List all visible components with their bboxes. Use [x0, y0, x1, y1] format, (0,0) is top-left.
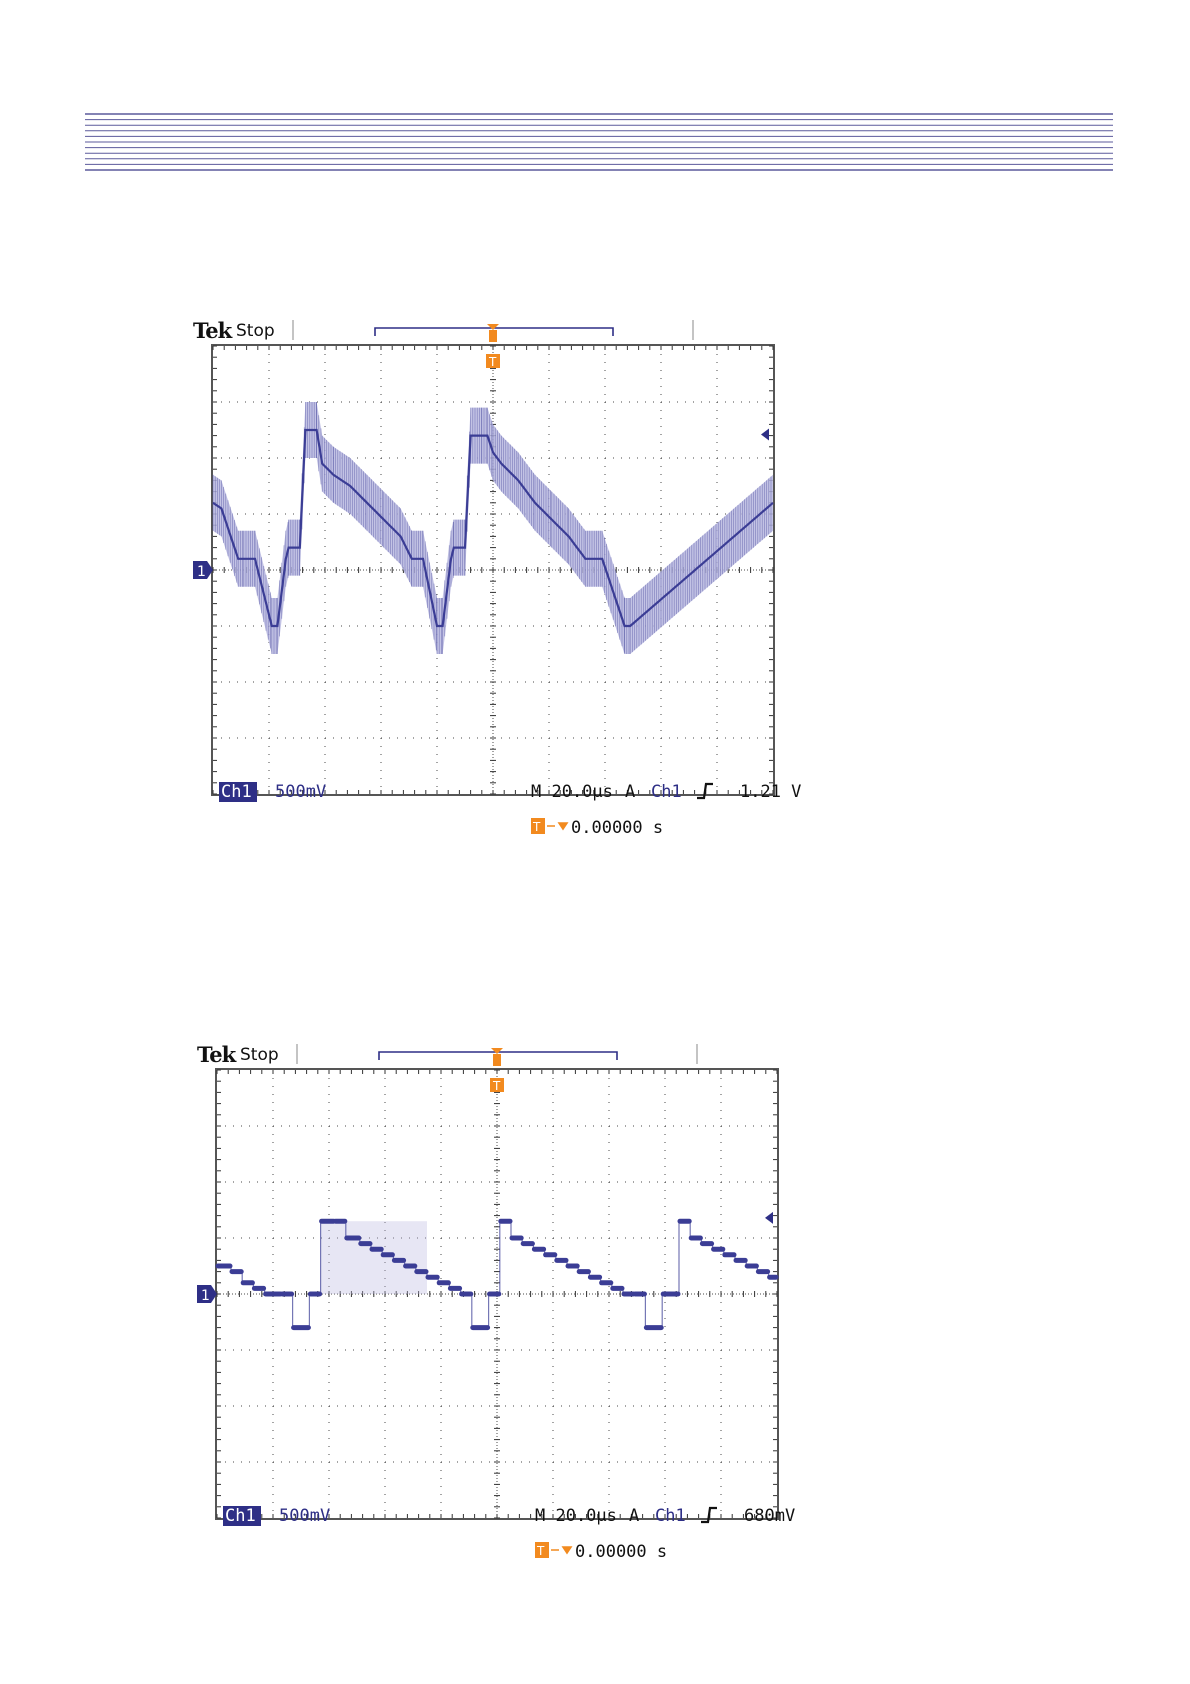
- volts-per-div: 500mV: [279, 1506, 330, 1526]
- trigger-delay: 0.00000 s: [575, 1542, 667, 1562]
- signal-envelope: [213, 402, 773, 654]
- arrow-down-icon: [547, 822, 569, 831]
- trigger-delay-icon: [535, 1542, 549, 1558]
- tek-logo: Tek: [193, 318, 233, 343]
- acquisition-status: Stop: [240, 1045, 279, 1065]
- scope-1-svg: Tek Stop T 1 Ch1 500mV M 20.0µs A Ch1 1.2…: [193, 318, 801, 838]
- ground-marker-icon: [193, 561, 213, 579]
- volts-per-div: 500mV: [275, 782, 326, 802]
- trigger-level: 680mV: [744, 1506, 795, 1526]
- timebase: M 20.0µs: [535, 1506, 617, 1526]
- trigger-delay-icon: [531, 818, 545, 834]
- trigger-marker-label: T: [492, 1079, 501, 1093]
- trigger-delay-icon-label: T: [532, 820, 541, 834]
- ch1-badge: [223, 1506, 261, 1526]
- trigger-level-icon: [761, 428, 769, 441]
- trigger-position-marker: [487, 324, 499, 330]
- trigger-channel: Ch1: [651, 782, 682, 802]
- trigger-prefix: A: [629, 1506, 639, 1526]
- trigger-delay-icon-label: T: [536, 1544, 545, 1558]
- timebase: M 20.0µs: [531, 782, 613, 802]
- oscilloscope-screen-1: Tek Stop T 1 Ch1 500mV M 20.0µs A Ch1 1.2…: [193, 318, 853, 858]
- signal-trace: [212, 428, 774, 628]
- rising-edge-icon: [701, 1506, 717, 1524]
- trigger-delay: 0.00000 s: [571, 818, 663, 838]
- ground-marker-label: 1: [197, 564, 206, 580]
- trigger-position-marker: [491, 1048, 503, 1054]
- oscilloscope-screen-2: Tek Stop T 1 Ch1 500mV M 20.0µs A Ch1 680…: [197, 1042, 857, 1582]
- acquisition-status: Stop: [236, 321, 275, 341]
- ch1-badge-label: Ch1: [221, 782, 252, 802]
- trigger-marker-icon: [486, 354, 500, 368]
- trigger-position-icon: [489, 330, 497, 342]
- ground-marker-icon: [197, 1285, 217, 1303]
- header-rules: [85, 113, 1113, 171]
- trigger-channel: Ch1: [655, 1506, 686, 1526]
- trigger-prefix: A: [625, 782, 635, 802]
- rising-edge-icon: [697, 782, 713, 800]
- trigger-position-icon: [493, 1054, 501, 1066]
- ch1-badge-label: Ch1: [225, 1506, 256, 1526]
- trigger-marker-icon: [490, 1078, 504, 1092]
- arrow-down-icon: [551, 1546, 573, 1555]
- ch1-badge: [219, 782, 257, 802]
- tek-logo: Tek: [197, 1042, 237, 1067]
- trigger-marker-label: T: [488, 355, 497, 369]
- persistence-band: [320, 1221, 427, 1294]
- scope-2-svg: Tek Stop T 1 Ch1 500mV M 20.0µs A Ch1 680…: [197, 1042, 795, 1562]
- trigger-level-icon: [765, 1211, 773, 1224]
- ground-marker-label: 1: [201, 1288, 210, 1304]
- trigger-level: 1.21 V: [740, 782, 801, 802]
